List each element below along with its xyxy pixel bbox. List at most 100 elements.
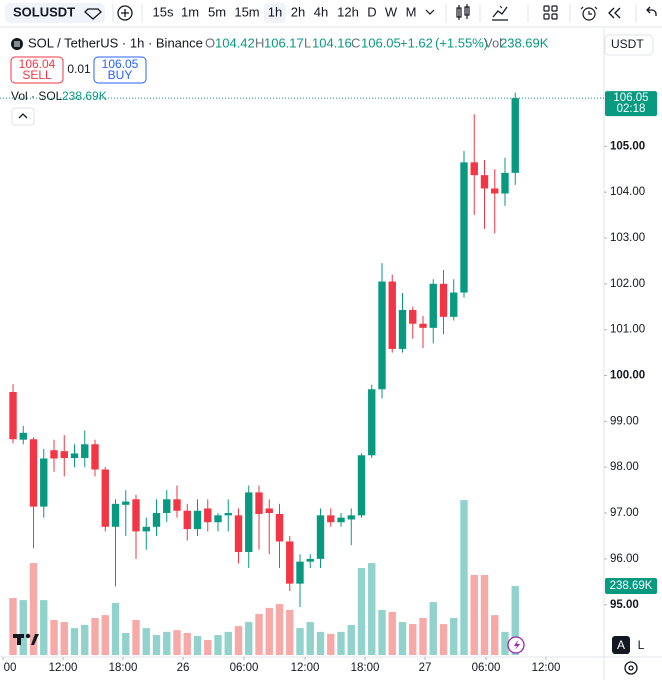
- last-price-tag: [605, 91, 657, 117]
- legend-title: SOL / TetherUS · 1h · Binance: [28, 35, 203, 50]
- interval-button[interactable]: 12h: [337, 4, 359, 19]
- symbol-button[interactable]: [5, 3, 105, 23]
- auto-scale-button[interactable]: [612, 636, 630, 654]
- currency: USDT: [611, 37, 644, 51]
- x-tick-label: 26: [177, 662, 190, 674]
- replay-icon[interactable]: [608, 7, 621, 19]
- candle-body: [132, 499, 140, 532]
- sell-button[interactable]: [10, 56, 64, 84]
- alert-icon[interactable]: [580, 6, 598, 21]
- interval-button[interactable]: 4h: [314, 4, 328, 19]
- axis-overlay: 95.00 96.00 97.00 98.00 99.00 100.00 101.00 102…: [2, 91, 657, 674]
- volume-bar: [193, 635, 202, 655]
- volume-bar: [81, 624, 89, 655]
- volume-bar: [214, 635, 222, 655]
- volume-legend-label: Vol · SOL: [11, 89, 63, 103]
- interval-button[interactable]: 2h: [291, 4, 305, 19]
- candle-body: [29, 439, 38, 507]
- collapse-button[interactable]: [11, 107, 35, 126]
- interval-button[interactable]: 15s: [153, 4, 174, 19]
- candle-body: [470, 162, 478, 176]
- volume-legend-value: 238.69K: [62, 89, 107, 103]
- volume-bar: [204, 639, 212, 655]
- log-scale-label[interactable]: L: [638, 638, 645, 652]
- x-tick-label: 00: [4, 662, 17, 674]
- candle-body: [91, 444, 99, 470]
- volume-bar: [265, 607, 273, 655]
- diamond-icon[interactable]: [84, 8, 102, 20]
- volume-bar: [9, 598, 17, 655]
- x-tick-label: 18:00: [351, 662, 380, 674]
- interval-button[interactable]: 15m: [234, 4, 259, 19]
- volume-bar: [398, 622, 407, 655]
- candle-body: [183, 510, 191, 530]
- volume-bar: [70, 628, 79, 655]
- candle-body: [286, 541, 294, 584]
- volume-bar: [163, 631, 171, 655]
- candle-body: [81, 444, 89, 459]
- auto-scale-label: A: [617, 638, 625, 652]
- candle-body: [368, 389, 376, 456]
- candle-body: [398, 309, 407, 349]
- last-price-label: 106.05: [613, 92, 648, 104]
- volume-bar: [60, 622, 68, 655]
- volume-bar: [470, 574, 478, 655]
- candle-body: [265, 508, 273, 514]
- candle-type-icon[interactable]: [456, 4, 470, 20]
- candle-body: [101, 469, 109, 527]
- spread: 0.01: [67, 62, 91, 76]
- candle-body: [409, 309, 417, 324]
- candle-body: [327, 515, 335, 523]
- y-tick-label: 99.00: [610, 415, 639, 427]
- x-tick-label: 18:00: [109, 662, 138, 674]
- legend-open: 104.42: [215, 35, 255, 50]
- layout-icon[interactable]: [543, 5, 558, 20]
- interval-active-bg: [264, 3, 286, 23]
- interval-button[interactable]: 1h: [268, 4, 282, 19]
- x-tick-label: 06:00: [472, 662, 501, 674]
- settings-icon[interactable]: [624, 661, 638, 675]
- volume-bar: [378, 609, 386, 655]
- volume-bar: [286, 609, 294, 655]
- undo-icon[interactable]: [646, 6, 657, 16]
- symbol-logo-lines: [14, 41, 20, 47]
- candle-body: [40, 458, 48, 507]
- add-symbol-icon[interactable]: [117, 5, 133, 21]
- x-tick-label: 12:00: [291, 662, 320, 674]
- candle-body: [142, 526, 150, 532]
- indicators-icon[interactable]: [492, 6, 508, 21]
- interval-button[interactable]: 5m: [208, 4, 226, 19]
- volume-bar: [306, 622, 314, 655]
- volume-bar: [19, 600, 27, 655]
- y-tick-label: 105.00: [610, 140, 645, 152]
- add-symbol-plus: [121, 9, 129, 17]
- buy-button[interactable]: [93, 56, 147, 84]
- interval-button[interactable]: W: [385, 4, 398, 19]
- candle-body: [255, 492, 263, 514]
- candle-body: [480, 175, 489, 189]
- volume-bar: [327, 633, 335, 655]
- volume-bar: [275, 604, 284, 655]
- y-tick-label: 104.00: [610, 186, 645, 198]
- volume-bar: [491, 615, 499, 655]
- volume-bar: [122, 633, 130, 655]
- candle-body: [214, 515, 222, 523]
- candle-body: [511, 98, 519, 173]
- interval-button[interactable]: D: [367, 4, 376, 19]
- interval-dropdown[interactable]: [425, 9, 435, 15]
- volume-bar: [40, 600, 48, 655]
- volume-bar: [368, 563, 376, 655]
- volume-bar: [409, 624, 417, 655]
- tradingview-logo[interactable]: [13, 633, 39, 645]
- legend-low: 104.16: [312, 35, 352, 50]
- x-tick-label: 12:00: [49, 662, 78, 674]
- candle-body: [9, 392, 17, 440]
- currency-button[interactable]: [604, 34, 654, 56]
- volume-bar: [101, 615, 109, 655]
- candle-body: [501, 172, 509, 194]
- interval-button[interactable]: 1m: [181, 4, 199, 19]
- volume-bar: [173, 630, 181, 655]
- y-tick-label: 103.00: [610, 232, 645, 244]
- interval-button[interactable]: M: [406, 4, 417, 19]
